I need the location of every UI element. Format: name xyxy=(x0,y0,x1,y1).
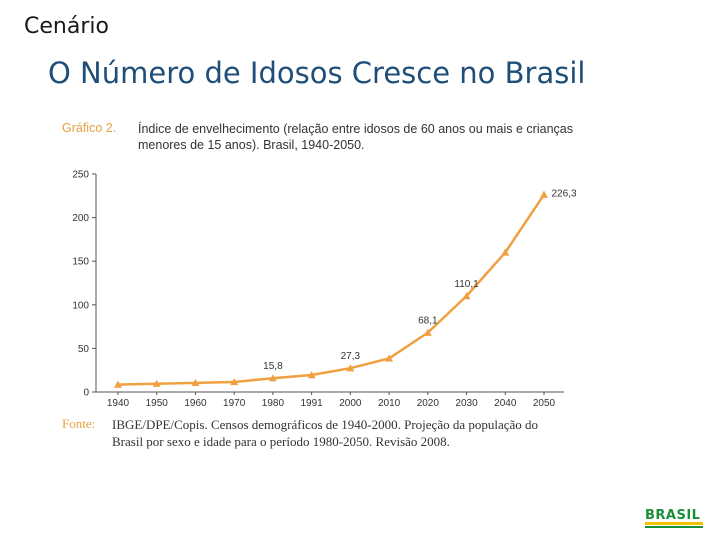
x-tick-label: 1960 xyxy=(184,398,207,409)
x-tick-label: 1991 xyxy=(301,398,324,409)
data-label: 68,1 xyxy=(418,316,438,327)
x-tick-label: 2000 xyxy=(339,398,362,409)
data-label: 15,8 xyxy=(263,361,283,372)
chart-series xyxy=(114,190,548,388)
figure-caption: Índice de envelhecimento (relação entre … xyxy=(138,122,573,152)
data-point-marker xyxy=(114,380,122,388)
y-tick-label: 150 xyxy=(72,257,89,268)
source-label: Fonte: xyxy=(62,416,96,431)
data-point-marker xyxy=(423,328,432,336)
data-point-marker xyxy=(230,377,239,386)
x-tick-label: 2020 xyxy=(417,398,440,409)
slide-title: O Número de Idosos Cresce no Brasil xyxy=(48,56,586,90)
y-tick-label: 50 xyxy=(78,344,90,355)
source-text: IBGE/DPE/Copis. Censos demográficos de 1… xyxy=(112,417,539,449)
y-tick-label: 0 xyxy=(83,388,89,399)
data-label: 27,3 xyxy=(341,351,361,362)
data-point-marker xyxy=(462,291,471,300)
y-tick-label: 250 xyxy=(72,170,89,181)
data-point-marker xyxy=(268,374,277,382)
y-tick-label: 100 xyxy=(72,300,89,311)
chart-data-labels: 15,8 27,3 68,1 110,1 226,3 xyxy=(263,189,577,373)
logo-stripe-yellow xyxy=(645,522,703,525)
x-tick-label: 1970 xyxy=(223,398,246,409)
data-point-marker xyxy=(191,378,200,387)
brasil-logo: BRASIL xyxy=(645,508,707,528)
x-tick-label: 2010 xyxy=(378,398,401,409)
x-tick-label: 2040 xyxy=(494,398,517,409)
data-point-marker xyxy=(152,379,161,387)
x-tick-label: 2050 xyxy=(533,398,556,409)
brasil-logo-text: BRASIL xyxy=(645,508,701,523)
data-point-marker xyxy=(540,190,548,198)
chart-axes: 0 50 100 150 200 250 1940 1950 1960 1970 1980 1991 2… xyxy=(72,170,564,409)
data-label: 110,1 xyxy=(454,279,479,290)
data-point-marker xyxy=(385,354,394,362)
series-line xyxy=(117,193,546,386)
y-tick-label: 200 xyxy=(72,213,89,224)
figure-label: Gráfico 2. xyxy=(62,121,117,135)
data-point-marker xyxy=(346,364,355,372)
data-label: 226,3 xyxy=(551,189,576,200)
data-point-marker xyxy=(307,370,316,379)
section-label: Cenário xyxy=(24,14,109,39)
x-tick-label: 1940 xyxy=(107,398,130,409)
x-tick-label: 2030 xyxy=(455,398,478,409)
x-tick-label: 1950 xyxy=(146,398,169,409)
logo-stripe-green xyxy=(645,526,703,528)
x-tick-label: 1980 xyxy=(262,398,285,409)
data-point-marker xyxy=(501,248,510,256)
